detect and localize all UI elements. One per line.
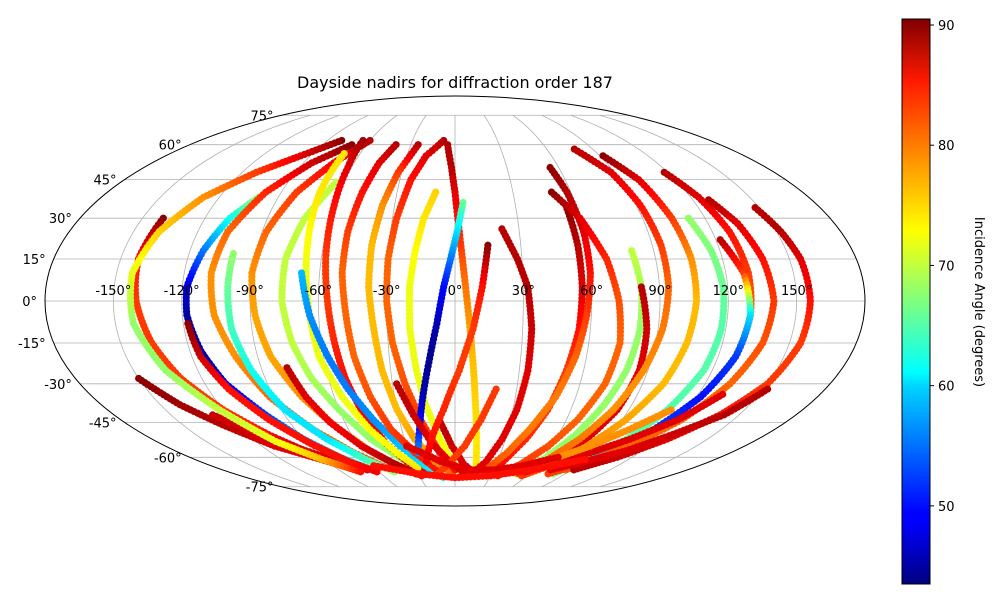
y-tick-label: -30° — [44, 378, 72, 393]
track-series — [518, 152, 701, 480]
y-tick-label: 30° — [49, 212, 72, 227]
x-tick-label: -90° — [236, 284, 264, 299]
y-tick-label: -45° — [89, 416, 117, 431]
latitude-tick-labels: -75° -60° -45° -30° -15° 0° 15° 30° 45° 60° 75° — [18, 109, 274, 495]
y-tick-label: -15° — [18, 337, 46, 352]
y-tick-label: 0° — [22, 295, 37, 310]
track-series — [365, 141, 457, 478]
y-tick-label: -60° — [154, 451, 182, 466]
colorbar-ticks: 50 60 70 80 90 — [930, 19, 955, 515]
x-tick-label: 150° — [781, 284, 812, 299]
y-tick-label: 75° — [250, 109, 273, 124]
x-tick-label: 0° — [448, 284, 463, 299]
data-point — [554, 453, 562, 461]
x-tick-label: -30° — [373, 284, 401, 299]
track-series — [224, 249, 399, 476]
colorbar-tick-label: 80 — [938, 139, 955, 154]
colorbar: 50 60 70 80 90 Incidence Angle (degrees) — [901, 18, 986, 585]
x-tick-label: 90° — [648, 284, 671, 299]
x-tick-label: -150° — [95, 284, 131, 299]
x-tick-label: 60° — [580, 284, 603, 299]
y-tick-label: 45° — [94, 174, 117, 189]
colorbar-tick-label: 70 — [938, 259, 955, 274]
chart-title: Dayside nadirs for diffraction order 187 — [297, 73, 613, 92]
colorbar-gradient — [901, 18, 931, 585]
x-tick-label: -120° — [164, 284, 200, 299]
data-point — [414, 464, 422, 472]
colorbar-tick-label: 90 — [938, 19, 955, 34]
y-tick-label: 15° — [23, 253, 46, 268]
x-tick-label: 120° — [713, 284, 744, 299]
y-tick-label: 60° — [159, 139, 182, 154]
track-series — [126, 136, 365, 476]
track-series — [297, 269, 448, 482]
x-tick-label: -60° — [304, 284, 332, 299]
data-point — [581, 455, 589, 464]
x-tick-label: 30° — [512, 284, 535, 299]
scatter-points — [126, 136, 814, 482]
colorbar-tick-label: 60 — [938, 380, 955, 395]
colorbar-tick-label: 50 — [938, 500, 955, 515]
longitude-tick-labels: -150° -120° -90° -60° -30° 0° 30° 60° 90° 120° 150… — [95, 284, 812, 299]
data-point — [373, 468, 381, 476]
track-series — [283, 364, 420, 478]
colorbar-label: Incidence Angle (degrees) — [971, 217, 986, 387]
y-tick-label: -75° — [246, 481, 274, 496]
